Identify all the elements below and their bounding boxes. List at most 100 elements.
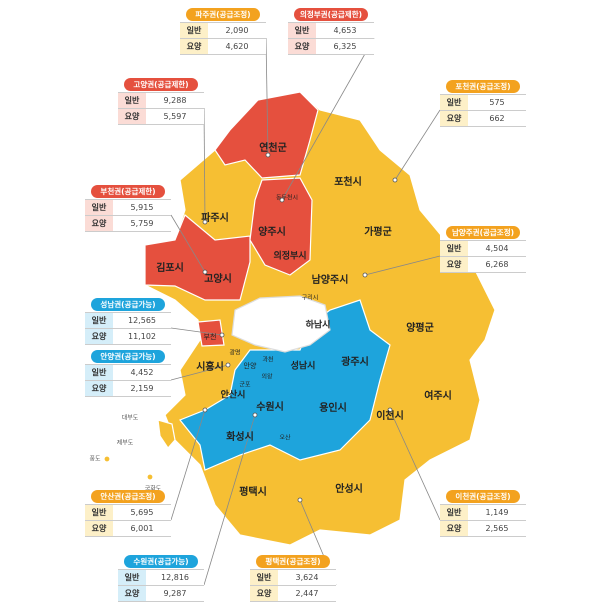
row-value: 4,504 — [468, 241, 526, 256]
row-value: 6,001 — [113, 521, 171, 536]
province-shapes — [103, 91, 496, 546]
region-row: 일반 575 — [440, 94, 526, 111]
leader-line — [394, 109, 441, 181]
city-label: 포천시 — [334, 175, 362, 188]
region-row: 요양 6,325 — [288, 38, 374, 55]
row-label: 일반 — [118, 570, 146, 585]
city-label: 시흥시 — [196, 360, 224, 373]
row-value: 3,624 — [278, 570, 336, 585]
city-label: 양주시 — [258, 226, 286, 238]
city-label: 부천 — [204, 332, 217, 341]
row-value: 2,159 — [113, 381, 171, 396]
leader-dot — [362, 272, 368, 278]
leader-lines — [170, 37, 441, 586]
row-label: 요양 — [440, 111, 468, 126]
region-row: 일반 3,624 — [250, 569, 336, 586]
row-value: 2,565 — [468, 521, 526, 536]
city-label: 용인시 — [319, 401, 347, 414]
city-label: 남양주시 — [312, 273, 349, 286]
leader-dot — [202, 269, 208, 275]
row-label: 요양 — [440, 257, 468, 272]
region-box: 평택권(공급조정) 일반 3,624 요양 2,447 — [250, 555, 336, 602]
row-value: 662 — [468, 111, 526, 126]
city-label: 제부도 — [117, 439, 134, 447]
region-row: 요양 2,159 — [85, 380, 171, 397]
city-label: 김포시 — [156, 262, 184, 274]
region-row: 일반 9,288 — [118, 92, 204, 109]
city-label: 대부도 — [122, 414, 139, 422]
leader-line — [265, 37, 269, 156]
region-row: 요양 4,620 — [180, 38, 266, 55]
region-title: 이천권(공급조정) — [446, 490, 520, 503]
region-title: 안양권(공급가능) — [91, 350, 165, 363]
city-label: 의왕 — [261, 373, 273, 381]
leader-line — [203, 414, 256, 586]
row-label: 요양 — [118, 586, 146, 601]
leader-dot — [252, 412, 258, 418]
row-label: 일반 — [118, 93, 146, 108]
leader-dot — [297, 497, 303, 503]
leader-line — [170, 409, 206, 521]
city-label: 풍도 — [89, 456, 101, 463]
region-title: 성남권(공급가능) — [91, 298, 165, 311]
row-label: 요양 — [118, 109, 146, 124]
region-title: 안산권(공급조정) — [91, 490, 165, 503]
city-label: 이천시 — [376, 409, 404, 422]
region-title: 포천권(공급조정) — [446, 80, 520, 93]
region-row: 일반 4,504 — [440, 240, 526, 257]
leader-line — [203, 107, 206, 223]
region-box: 성남권(공급가능) 일반 12,565 요양 11,102 — [85, 298, 171, 345]
region-row: 요양 5,597 — [118, 108, 204, 125]
row-value: 4,452 — [113, 365, 171, 380]
region-box: 남양주권(공급조정) 일반 4,504 요양 6,268 — [440, 226, 526, 273]
row-label: 일반 — [85, 200, 113, 215]
leader-dot — [202, 219, 208, 225]
region-row: 요양 662 — [440, 110, 526, 127]
row-value: 9,287 — [146, 586, 204, 601]
leader-dot — [225, 362, 231, 368]
row-value: 12,565 — [113, 313, 171, 328]
region-row: 요양 2,565 — [440, 520, 526, 537]
city-label: 안산시 — [221, 389, 246, 401]
region-red — [249, 177, 313, 276]
region-box: 안양권(공급가능) 일반 4,452 요양 2,159 — [85, 350, 171, 397]
leader-line — [364, 255, 441, 276]
row-value: 5,597 — [146, 109, 204, 124]
row-value: 6,325 — [316, 39, 374, 54]
region-title: 파주권(공급조정) — [186, 8, 260, 21]
leader-line — [170, 364, 229, 381]
row-value: 2,447 — [278, 586, 336, 601]
region-row: 요양 6,268 — [440, 256, 526, 273]
leader-dot — [265, 152, 271, 158]
region-row: 일반 5,695 — [85, 504, 171, 521]
region-row: 요양 5,759 — [85, 215, 171, 232]
row-label: 요양 — [85, 381, 113, 396]
city-label: 동두천시 — [276, 194, 298, 202]
region-row: 요양 2,447 — [250, 585, 336, 602]
row-label: 요양 — [288, 39, 316, 54]
row-label: 일반 — [440, 95, 468, 110]
row-value: 575 — [468, 95, 526, 110]
row-value: 5,915 — [113, 200, 171, 215]
seoul — [231, 295, 331, 353]
city-label: 하남시 — [306, 319, 331, 331]
row-label: 일반 — [85, 313, 113, 328]
region-box: 의정부권(공급제한) 일반 4,653 요양 6,325 — [288, 8, 374, 55]
region-box: 수원권(공급가능) 일반 12,816 요양 9,287 — [118, 555, 204, 602]
row-label: 일반 — [180, 23, 208, 38]
row-value: 12,816 — [146, 570, 204, 585]
city-label: 연천군 — [259, 141, 287, 154]
row-label: 일반 — [85, 365, 113, 380]
region-title: 의정부권(공급제한) — [294, 8, 368, 21]
leader-dot — [202, 407, 208, 413]
city-label: 화성시 — [226, 430, 254, 443]
leader-dot — [387, 407, 393, 413]
row-label: 일반 — [440, 505, 468, 520]
region-blue — [179, 299, 391, 471]
city-label: 안성시 — [335, 482, 363, 495]
region-title: 남양주권(공급조정) — [446, 226, 520, 239]
region-title: 고양권(공급제한) — [124, 78, 198, 91]
